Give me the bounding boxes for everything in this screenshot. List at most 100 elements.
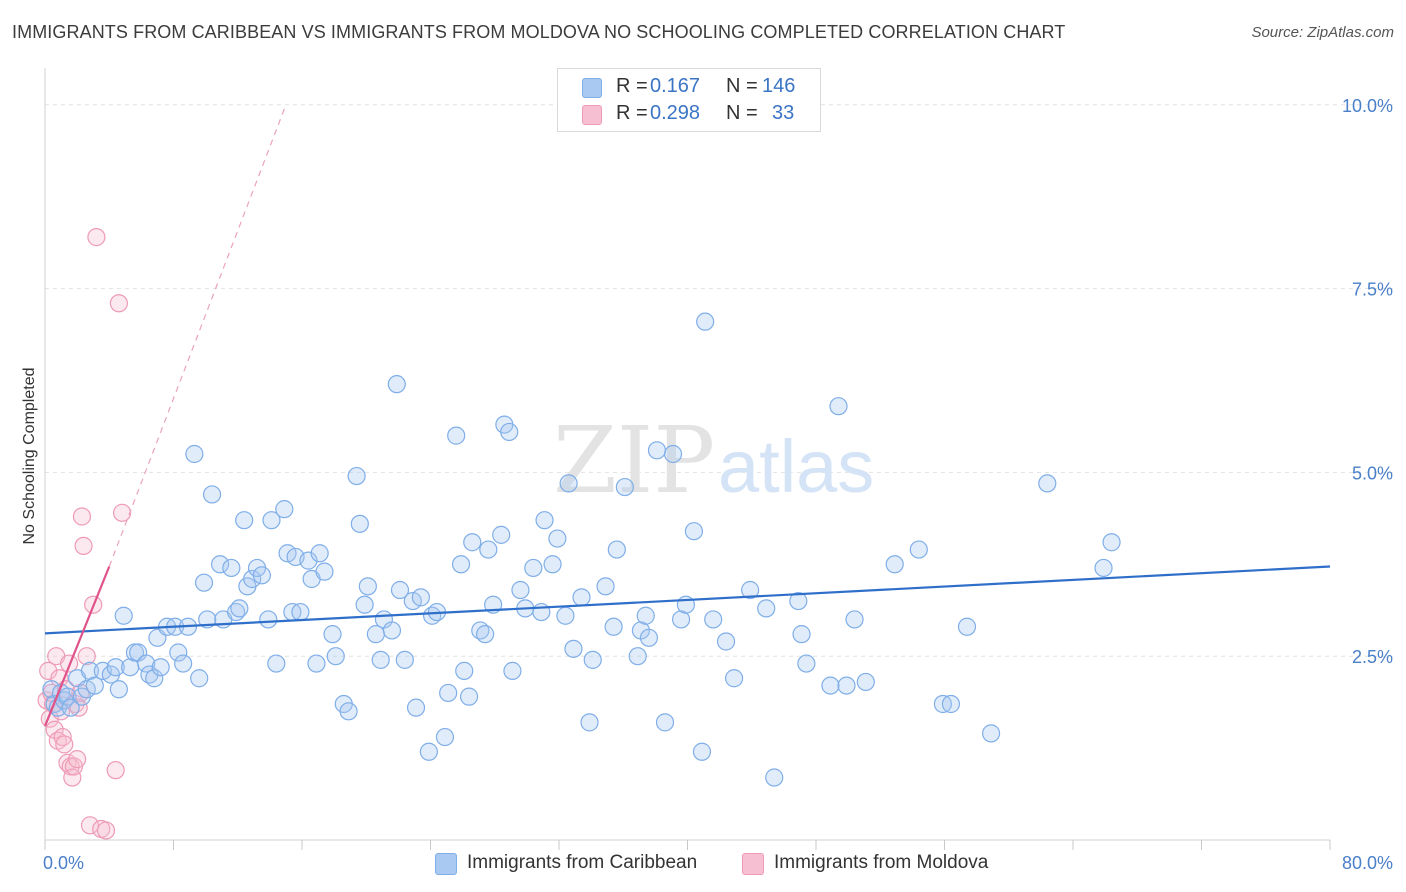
point-caribbean bbox=[371, 650, 390, 669]
point-caribbean bbox=[174, 654, 193, 673]
point-caribbean bbox=[190, 669, 209, 688]
point-caribbean bbox=[387, 375, 406, 394]
point-caribbean bbox=[981, 724, 1001, 743]
point-caribbean bbox=[671, 610, 691, 629]
point-caribbean bbox=[1094, 558, 1113, 578]
point-caribbean bbox=[957, 617, 977, 636]
point-caribbean bbox=[492, 525, 511, 544]
point-caribbean bbox=[435, 727, 455, 747]
point-caribbean bbox=[684, 522, 704, 541]
bottom-legend-swatch-caribbean bbox=[435, 853, 457, 875]
point-caribbean bbox=[548, 529, 567, 548]
bottom-legend-moldova: Immigrants from Moldova bbox=[742, 851, 1022, 877]
legend-r-label: R = bbox=[616, 102, 648, 124]
point-caribbean bbox=[262, 511, 281, 530]
point-moldova bbox=[74, 536, 93, 556]
trend-lines bbox=[43, 104, 1331, 727]
point-caribbean bbox=[1038, 474, 1057, 493]
point-caribbean bbox=[459, 687, 479, 706]
point-moldova bbox=[55, 735, 74, 754]
point-caribbean bbox=[339, 702, 358, 721]
y-tick-label: 2.5% bbox=[1352, 647, 1393, 667]
point-caribbean bbox=[647, 441, 667, 460]
point-caribbean bbox=[451, 555, 471, 574]
point-caribbean bbox=[704, 610, 723, 629]
point-caribbean bbox=[789, 591, 808, 611]
legend-n-value: 146 bbox=[762, 75, 796, 97]
y-tick-label: 7.5% bbox=[1352, 280, 1393, 300]
trend-line-moldova bbox=[43, 566, 111, 727]
point-caribbean bbox=[350, 514, 369, 533]
point-moldova bbox=[39, 661, 58, 680]
point-moldova bbox=[87, 228, 106, 247]
point-caribbean bbox=[85, 676, 104, 695]
y-tick-label: 10.0% bbox=[1342, 96, 1393, 116]
point-caribbean bbox=[151, 658, 170, 677]
point-caribbean bbox=[845, 610, 864, 629]
point-caribbean bbox=[663, 444, 683, 464]
point-caribbean bbox=[137, 654, 156, 673]
legend-r-label: R = bbox=[616, 75, 648, 97]
legend-r-value: 0.167 bbox=[650, 75, 701, 97]
trend-line-caribbean bbox=[44, 565, 1331, 635]
point-caribbean bbox=[80, 661, 100, 680]
source-label: Source: ZipAtlas.com bbox=[1251, 24, 1394, 41]
point-caribbean bbox=[524, 558, 543, 578]
point-caribbean bbox=[724, 669, 744, 688]
bottom-legend-caribbean: Immigrants from Caribbean bbox=[435, 851, 725, 877]
point-moldova bbox=[53, 727, 72, 747]
point-caribbean bbox=[479, 540, 498, 559]
point-caribbean bbox=[106, 658, 125, 677]
bottom-legend-label-caribbean: Immigrants from Caribbean bbox=[467, 852, 698, 873]
point-caribbean bbox=[58, 687, 77, 706]
point-caribbean bbox=[114, 606, 133, 625]
point-caribbean bbox=[358, 577, 377, 596]
point-caribbean bbox=[326, 647, 345, 666]
point-caribbean bbox=[757, 599, 776, 618]
point-caribbean bbox=[230, 599, 249, 618]
point-caribbean bbox=[169, 643, 188, 662]
point-caribbean bbox=[556, 606, 575, 625]
bottom-legend-label-moldova: Immigrants from Moldova bbox=[774, 852, 989, 873]
point-caribbean bbox=[543, 555, 562, 574]
point-caribbean bbox=[447, 426, 466, 445]
point-caribbean bbox=[716, 632, 736, 651]
point-caribbean bbox=[347, 466, 366, 486]
point-caribbean bbox=[696, 312, 715, 331]
point-caribbean bbox=[792, 625, 811, 644]
point-caribbean bbox=[355, 595, 374, 614]
point-caribbean bbox=[395, 650, 414, 669]
point-caribbean bbox=[615, 477, 634, 497]
point-moldova bbox=[80, 816, 100, 835]
point-caribbean bbox=[439, 683, 458, 703]
point-caribbean bbox=[222, 558, 241, 578]
point-caribbean bbox=[145, 669, 164, 688]
point-caribbean bbox=[267, 654, 286, 673]
points-caribbean bbox=[42, 312, 1121, 787]
point-caribbean bbox=[885, 555, 904, 574]
legend-swatch-moldova bbox=[582, 105, 602, 125]
point-caribbean bbox=[323, 625, 342, 644]
point-caribbean bbox=[909, 540, 928, 559]
legend-swatch-caribbean bbox=[582, 78, 602, 98]
stats-legend: R = 0.167 N = 146 R = 0.298 N = 33 bbox=[557, 68, 821, 132]
legend-n-label: N = bbox=[726, 102, 758, 124]
legend-n-label: N = bbox=[726, 75, 758, 97]
point-moldova bbox=[72, 507, 92, 526]
point-caribbean bbox=[535, 511, 554, 530]
point-caribbean bbox=[596, 577, 615, 596]
watermark-zip: ZIP bbox=[553, 407, 715, 514]
point-caribbean bbox=[185, 444, 204, 464]
point-caribbean bbox=[476, 625, 495, 644]
point-caribbean bbox=[639, 628, 659, 647]
point-caribbean bbox=[604, 617, 623, 636]
point-caribbean bbox=[382, 621, 402, 640]
point-caribbean bbox=[532, 602, 551, 622]
point-caribbean bbox=[837, 676, 856, 695]
point-caribbean bbox=[511, 580, 530, 600]
point-caribbean bbox=[299, 551, 318, 570]
point-caribbean bbox=[109, 680, 128, 699]
point-moldova bbox=[109, 294, 128, 313]
point-moldova bbox=[96, 821, 116, 840]
